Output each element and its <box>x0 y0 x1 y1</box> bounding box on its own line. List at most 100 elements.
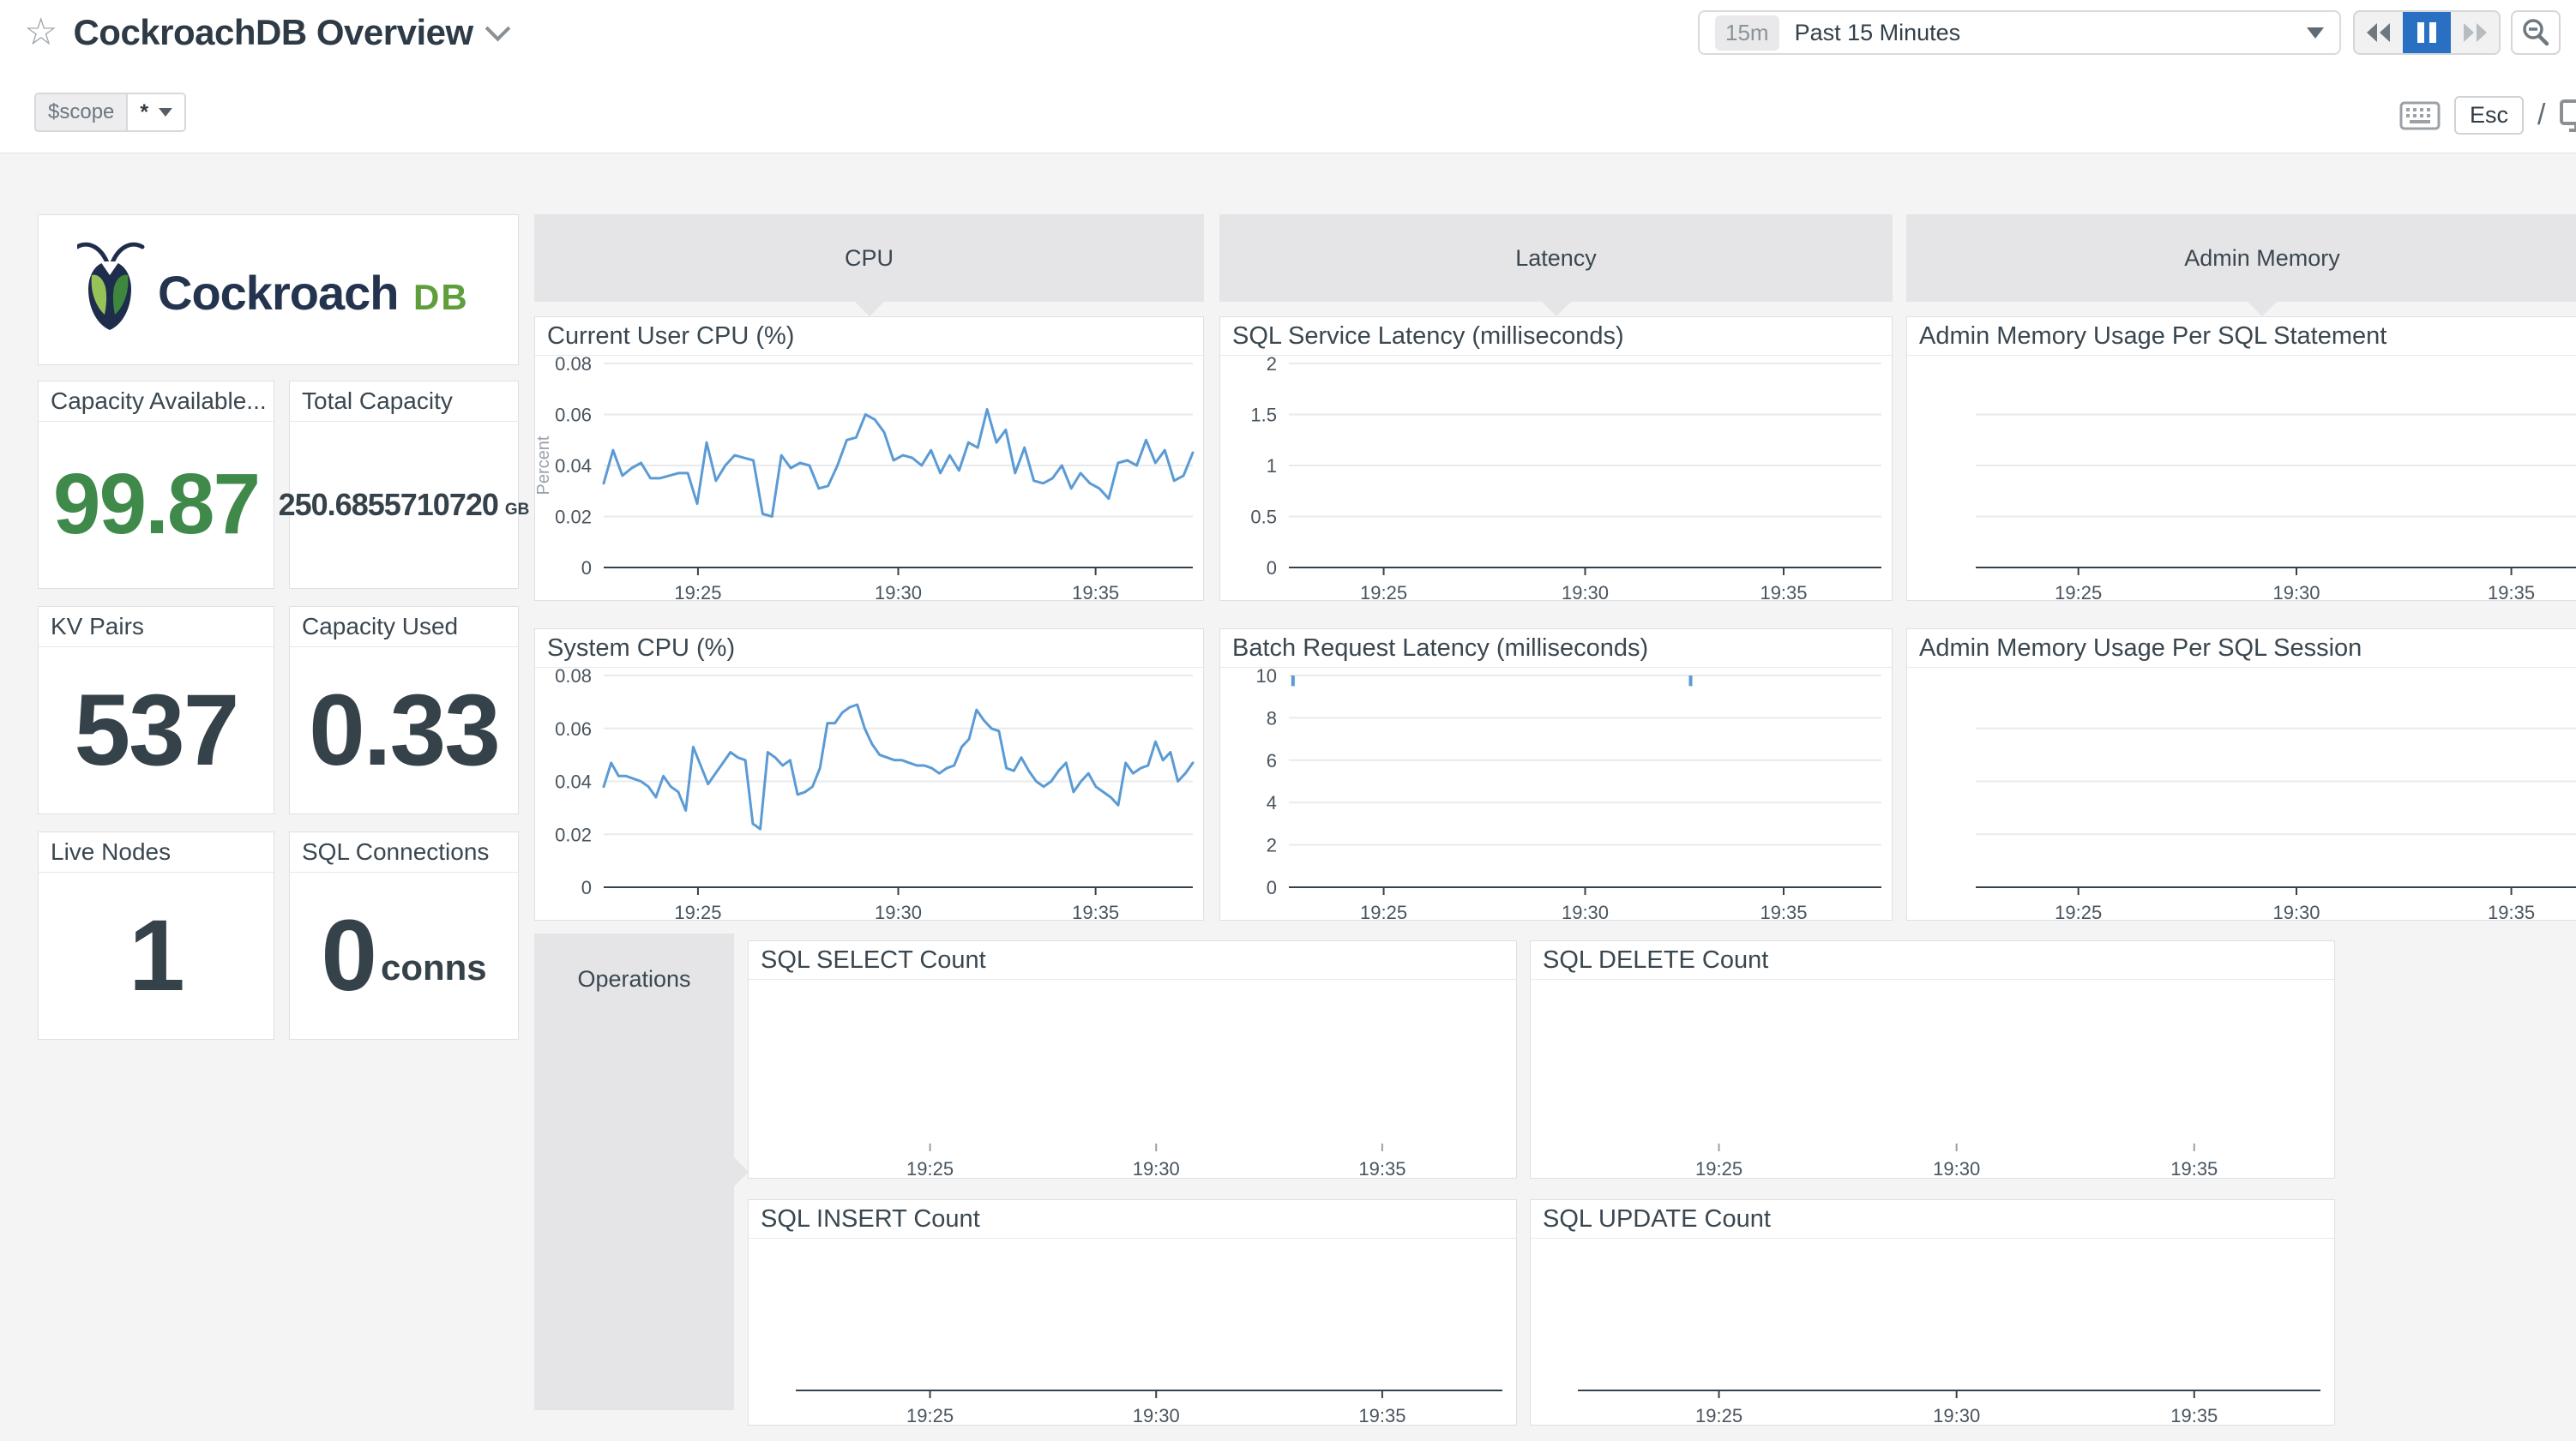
chart-card-admin-memory-statement[interactable]: Admin Memory Usage Per SQL Statement 19:… <box>1906 316 2576 603</box>
chevron-down-icon[interactable] <box>485 15 511 41</box>
chart-plot-area[interactable]: 19:25 19:30 19:35 <box>1531 979 2334 1180</box>
group-header-cpu[interactable]: CPU <box>534 214 1204 316</box>
time-range-badge: 15m <box>1715 15 1779 51</box>
svg-text:0: 0 <box>581 557 592 579</box>
logo-suffix: DB <box>413 277 469 317</box>
stat-unit: GB <box>504 500 530 519</box>
svg-text:6: 6 <box>1267 750 1277 772</box>
group-header-latency[interactable]: Latency <box>1219 214 1893 316</box>
stat-value: 537 <box>74 673 240 787</box>
chart-card-system-cpu[interactable]: System CPU (%) 0 0.02 0.04 0.06 0.08 19:25 19:… <box>534 628 1204 923</box>
chart-card-sql-service-latency[interactable]: SQL Service Latency (milliseconds) 0 0.5 1… <box>1219 316 1893 603</box>
svg-text:0.04: 0.04 <box>555 772 592 793</box>
favorite-star-icon[interactable]: ☆ <box>24 11 58 53</box>
svg-text:0.5: 0.5 <box>1250 507 1277 528</box>
stat-card-sql-connections[interactable]: SQL Connections 0 conns <box>289 832 519 1040</box>
stat-title: Total Capacity <box>290 381 518 422</box>
chart-plot-area[interactable]: 19:25 19:30 19:35 <box>1531 1238 2334 1426</box>
chart-title: SQL UPDATE Count <box>1531 1200 2334 1239</box>
chart-title: Admin Memory Usage Per SQL Statement <box>1907 317 2576 356</box>
chart-plot-area[interactable]: 19:25 19:30 19:35 <box>1907 355 2576 603</box>
zoom-out-button[interactable] <box>2511 10 2561 55</box>
stat-title: SQL Connections <box>290 832 518 873</box>
group-header-operations[interactable]: Operations <box>534 934 749 1410</box>
pause-icon <box>2417 22 2436 43</box>
stat-card-capacity-used[interactable]: Capacity Used 0.33 <box>289 606 519 814</box>
stat-card-total-capacity[interactable]: Total Capacity 250.6855710720 GB <box>279 381 529 589</box>
svg-text:0: 0 <box>1267 557 1277 579</box>
stat-value: 1 <box>129 898 185 1012</box>
group-header-admin-memory[interactable]: Admin Memory <box>1906 214 2576 316</box>
chart-plot-area[interactable]: 0 0.5 1 1.5 2 19:25 19:30 19:35 <box>1220 353 1892 603</box>
chart-plot-area[interactable]: 0 0.02 0.04 0.06 0.08 Percent 19:25 19:30 19:35 <box>534 353 1203 603</box>
time-range-picker[interactable]: 15m Past 15 Minutes <box>1698 10 2341 55</box>
keyboard-icon[interactable] <box>2399 100 2441 131</box>
chart-plot-area[interactable]: 19:25 19:30 19:35 <box>749 1238 1516 1426</box>
shortcut-hint-row: Esc / <box>2399 96 2576 135</box>
chart-plot-area[interactable]: 0 2 4 6 8 10 19:25 19:30 19:35 <box>1220 665 1892 923</box>
svg-text:0.02: 0.02 <box>555 824 592 845</box>
stat-card-kv-pairs[interactable]: KV Pairs 537 <box>38 606 274 814</box>
chart-title: System CPU (%) <box>535 629 1203 668</box>
scope-variable-name: $scope <box>36 94 129 130</box>
chart-title: Batch Request Latency (milliseconds) <box>1220 629 1892 668</box>
svg-text:19:35: 19:35 <box>2488 582 2535 600</box>
fast-forward-button[interactable] <box>2451 12 2499 53</box>
pause-button[interactable] <box>2403 12 2451 53</box>
logo-antenna-left <box>76 242 110 267</box>
chart-card-sql-select-count[interactable]: SQL SELECT Count 19:25 19:30 19:35 <box>748 940 1517 1180</box>
chart-plot-area[interactable]: 0 0.02 0.04 0.06 0.08 19:25 19:30 19:35 <box>535 665 1203 923</box>
chart-card-batch-request-latency[interactable]: Batch Request Latency (milliseconds) 0 2 4… <box>1219 628 1893 923</box>
svg-text:19:25: 19:25 <box>2055 582 2102 600</box>
scope-variable-value[interactable]: * <box>128 94 185 130</box>
svg-text:19:35: 19:35 <box>1760 582 1807 600</box>
svg-text:0.02: 0.02 <box>555 507 592 528</box>
chart-card-sql-insert-count[interactable]: SQL INSERT Count 19:25 19:30 19:35 <box>748 1199 1517 1426</box>
chart-plot-area[interactable]: 19:25 19:30 19:35 <box>749 979 1516 1180</box>
logo-bug-head-notch <box>99 261 119 275</box>
chart-title: SQL DELETE Count <box>1531 941 2334 980</box>
rewind-button[interactable] <box>2355 12 2403 53</box>
dashboard-title-row: ☆ CockroachDB Overview <box>24 11 511 53</box>
chart-card-sql-update-count[interactable]: SQL UPDATE Count 19:25 19:30 19:35 <box>1530 1199 2335 1426</box>
stat-unit: conns <box>380 946 487 988</box>
chart-card-current-user-cpu[interactable]: Current User CPU (%) 0 0.02 0.04 0.06 0.08 Pe… <box>534 316 1204 603</box>
group-label: CPU <box>844 244 894 271</box>
svg-text:19:25: 19:25 <box>1695 1158 1742 1178</box>
svg-text:19:30: 19:30 <box>1933 1158 1980 1178</box>
svg-text:19:30: 19:30 <box>2272 902 2320 920</box>
group-label: Admin Memory <box>2184 244 2340 271</box>
stat-card-live-nodes[interactable]: Live Nodes 1 <box>38 832 274 1040</box>
stat-value: 99.87 <box>52 456 261 552</box>
svg-text:19:35: 19:35 <box>1760 902 1807 920</box>
chart-card-admin-memory-session[interactable]: Admin Memory Usage Per SQL Session 19:25… <box>1906 628 2576 923</box>
top-bar: ☆ CockroachDB Overview 15m Past 15 Minut… <box>0 0 2576 153</box>
group-label: Latency <box>1515 244 1597 271</box>
stat-title: Live Nodes <box>39 832 274 873</box>
svg-text:19:35: 19:35 <box>1358 1405 1405 1425</box>
svg-text:4: 4 <box>1267 792 1277 814</box>
svg-text:19:35: 19:35 <box>1358 1158 1405 1178</box>
svg-text:19:30: 19:30 <box>1133 1405 1180 1425</box>
chart-card-sql-delete-count[interactable]: SQL DELETE Count 19:25 19:30 19:35 <box>1530 940 2335 1180</box>
scope-caret-icon <box>159 108 173 117</box>
chart-plot-area[interactable]: 19:25 19:30 19:35 <box>1907 667 2576 923</box>
svg-text:0.06: 0.06 <box>555 718 592 740</box>
time-range-label: Past 15 Minutes <box>1794 19 1961 45</box>
fullscreen-monitor-icon[interactable] <box>2559 98 2576 134</box>
rewind-icon <box>2367 23 2390 42</box>
svg-text:19:35: 19:35 <box>1072 902 1119 920</box>
svg-text:0: 0 <box>581 877 592 898</box>
template-variable-scope[interactable]: $scope * <box>34 93 187 132</box>
svg-text:2: 2 <box>1267 355 1277 375</box>
chart-title: SQL SELECT Count <box>749 941 1516 980</box>
svg-text:19:30: 19:30 <box>2272 582 2320 600</box>
svg-text:19:25: 19:25 <box>674 582 721 600</box>
svg-text:8: 8 <box>1267 707 1277 729</box>
stat-card-capacity-available[interactable]: Capacity Available... 99.87 <box>38 381 274 589</box>
svg-text:0: 0 <box>1267 877 1277 898</box>
esc-key-button[interactable]: Esc <box>2454 96 2525 135</box>
stat-value: 0.33 <box>309 673 501 787</box>
chart-title: Current User CPU (%) <box>535 317 1203 356</box>
svg-text:19:25: 19:25 <box>906 1158 954 1178</box>
